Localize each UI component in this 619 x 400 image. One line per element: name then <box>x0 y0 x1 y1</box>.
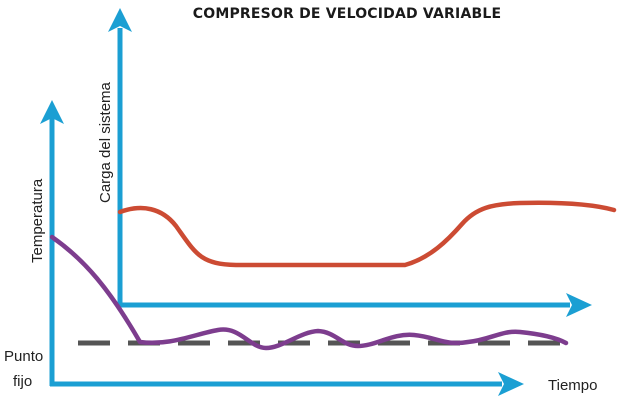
setpoint-label-line1: Punto <box>4 348 43 365</box>
load-axes <box>108 8 592 317</box>
load-x-arrowhead <box>566 293 592 317</box>
setpoint-label-line2: fijo <box>13 373 32 390</box>
temperature-axes <box>40 100 524 396</box>
time-x-arrowhead <box>498 372 524 396</box>
system-load-curve <box>117 200 617 268</box>
temperature-axis-label: Temperatura <box>29 178 46 263</box>
time-axis-label: Tiempo <box>548 377 597 394</box>
temperature-y-arrowhead <box>40 100 64 124</box>
diagram-title: COMPRESOR DE VELOCIDAD VARIABLE <box>193 6 501 22</box>
load-axis-label: Carga del sistema <box>97 81 114 203</box>
temperature-curve <box>49 234 569 351</box>
load-y-arrowhead <box>108 8 132 32</box>
